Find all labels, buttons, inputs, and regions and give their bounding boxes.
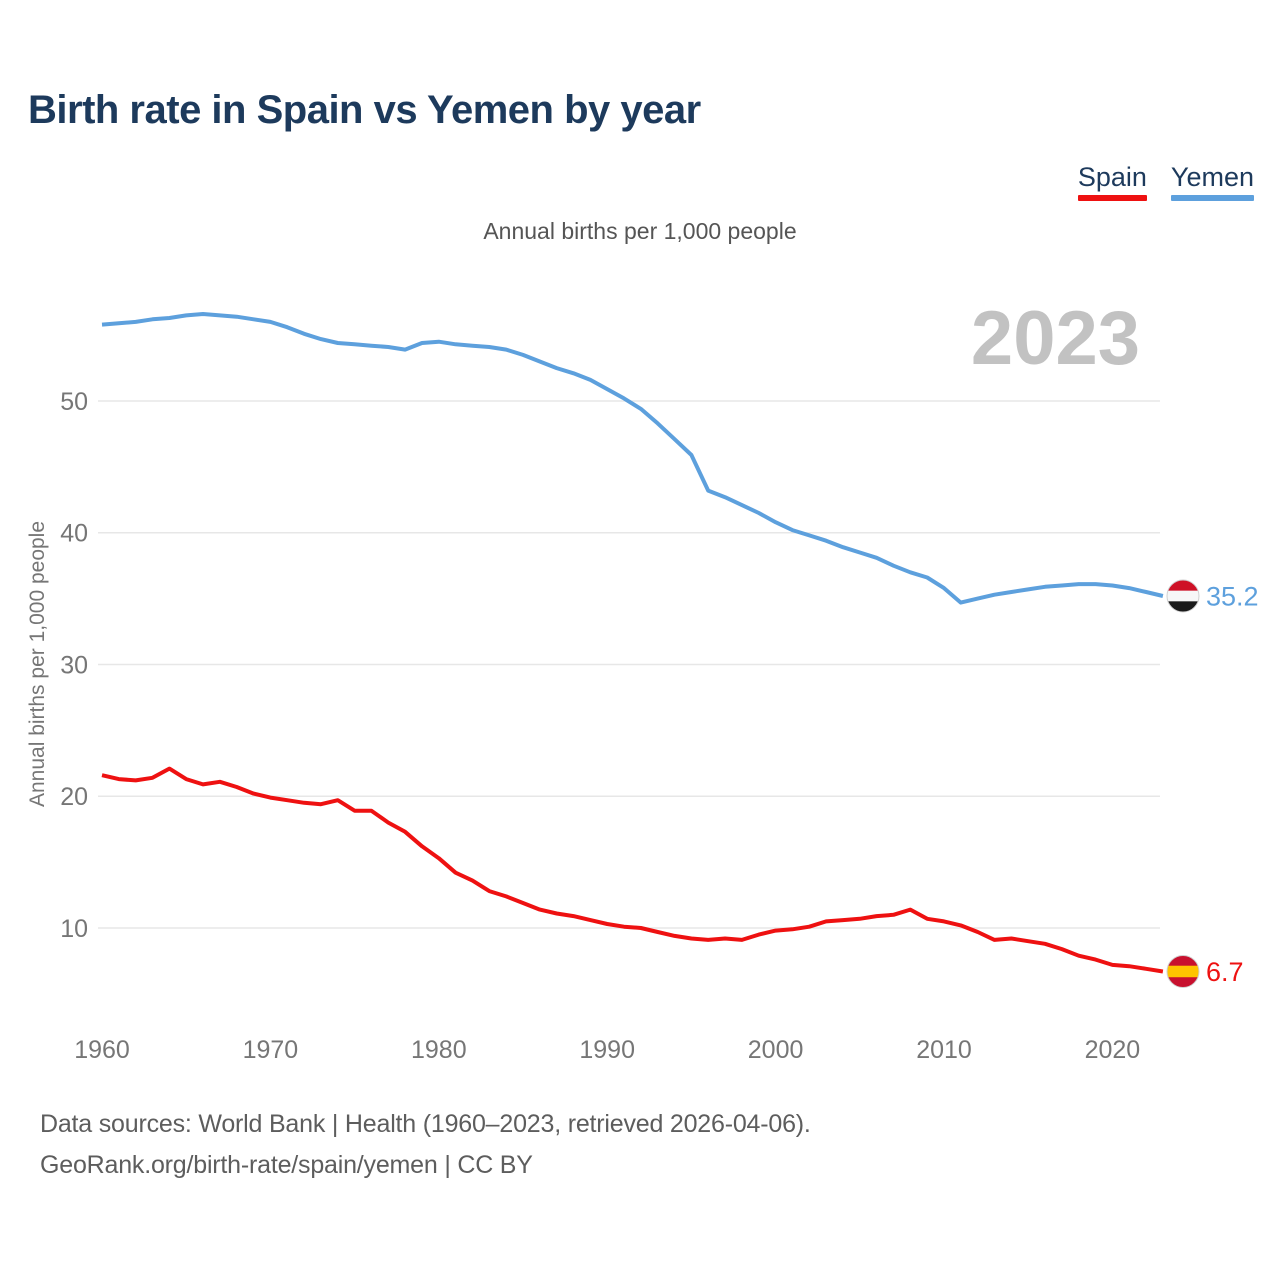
y-tick-30: 30 — [60, 651, 88, 679]
spain-flag-stripe — [1167, 955, 1199, 967]
x-tick-2000: 2000 — [748, 1036, 804, 1064]
chart-subtitle: Annual births per 1,000 people — [483, 218, 797, 244]
x-tick-1990: 1990 — [579, 1036, 635, 1064]
legend-label-yemen: Yemen — [1170, 162, 1254, 192]
yemen-end-value: 35.2 — [1206, 581, 1259, 611]
x-tick-2020: 2020 — [1085, 1036, 1141, 1064]
spain-line — [101, 766, 1164, 974]
source-attribution: Data sources: World Bank | Health (1960–… — [40, 1104, 811, 1186]
x-tick-1970: 1970 — [243, 1036, 299, 1064]
legend-item-yemen[interactable]: Yemen — [1170, 162, 1254, 201]
spain-flag-stripe — [1167, 965, 1199, 978]
legend-underline-yemen — [1170, 195, 1254, 201]
yemen-line — [101, 312, 1164, 605]
page-title: Birth rate in Spain vs Yemen by year — [28, 88, 701, 132]
spain-flag-stripe — [1167, 977, 1199, 988]
legend-underline-spain — [1077, 195, 1147, 201]
y-tick-50: 50 — [60, 388, 88, 416]
y-tick-20: 20 — [60, 783, 88, 811]
license-line: GeoRank.org/birth-rate/spain/yemen | CC … — [40, 1151, 533, 1179]
data-sources-line: Data sources: World Bank | Health (1960–… — [40, 1110, 811, 1138]
y-tick-10: 10 — [60, 915, 88, 943]
x-tick-1980: 1980 — [411, 1036, 467, 1064]
spain-end-value: 6.7 — [1206, 957, 1244, 987]
yemen-flag-stripe — [1167, 601, 1199, 612]
legend: Spain Yemen — [1077, 162, 1254, 201]
y-tick-40: 40 — [60, 520, 88, 548]
legend-label-spain: Spain — [1077, 162, 1147, 192]
yemen-flag-icon — [1166, 579, 1200, 613]
x-tick-1960: 1960 — [74, 1036, 130, 1064]
spain-flag-icon — [1166, 954, 1200, 988]
yemen-flag-stripe — [1167, 579, 1199, 592]
y-axis-title: Annual births per 1,000 people — [26, 521, 49, 807]
line-chart: 2023 10 20 30 40 50 1960 1970 1980 1990 2000 2010 20… — [26, 296, 1259, 1064]
legend-item-spain[interactable]: Spain — [1077, 162, 1147, 201]
year-watermark: 2023 — [971, 296, 1140, 381]
x-tick-2010: 2010 — [916, 1036, 972, 1064]
yemen-flag-stripe — [1167, 590, 1199, 602]
